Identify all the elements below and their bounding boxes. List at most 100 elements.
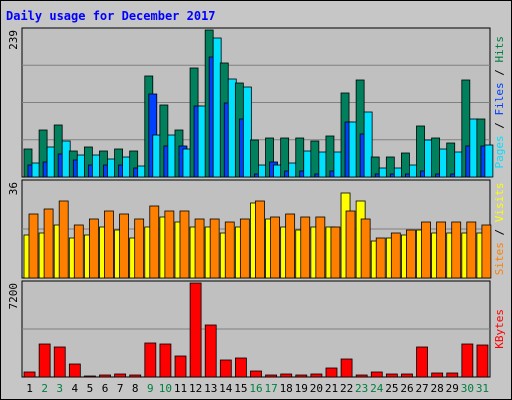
bar-sites-day-27 — [421, 221, 431, 279]
right-label-sites-visits: Sites / Visits — [493, 182, 506, 275]
bar-kbytes-day-30 — [461, 343, 474, 378]
right-label-pages-files-hits: Pages / Files / Hits — [493, 36, 506, 169]
bar-hits-day-27 — [416, 125, 425, 178]
x-tick-label: 27 — [415, 382, 428, 395]
bar-kbytes-day-18 — [280, 373, 293, 378]
x-tick-label: 30 — [461, 382, 474, 395]
bar-kbytes-day-1 — [23, 371, 36, 378]
bar-kbytes-day-9 — [144, 342, 157, 378]
bar-kbytes-day-3 — [53, 346, 66, 378]
max-label-kbytes: 7200 — [7, 283, 20, 310]
bar-sites-day-22 — [345, 210, 356, 279]
bar-sites-day-24 — [375, 237, 386, 279]
bar-sites-day-3 — [58, 200, 69, 279]
bar-sites-day-4 — [73, 224, 84, 279]
x-tick-label: 6 — [102, 382, 109, 395]
right-label-part: / — [493, 116, 506, 136]
x-tick-label: 9 — [147, 382, 154, 395]
right-label-part: Pages — [493, 135, 506, 168]
chart-title: Daily usage for December 2017 — [6, 9, 216, 23]
bar-kbytes-day-11 — [174, 355, 187, 378]
bar-sites-day-15 — [239, 218, 250, 279]
bar-sites-day-23 — [360, 218, 371, 279]
bar-kbytes-day-21 — [325, 367, 338, 378]
max-label-sites-visits: 36 — [7, 182, 20, 195]
bar-sites-day-9 — [149, 205, 160, 279]
max-label-pages-files-hits: 239 — [7, 30, 20, 50]
x-tick-label: 7 — [117, 382, 124, 395]
bar-kbytes-day-27 — [416, 346, 428, 378]
bar-sites-day-20 — [315, 216, 326, 279]
x-tick-label: 17 — [264, 382, 277, 395]
bar-sites-day-18 — [285, 213, 296, 279]
bar-sites-day-6 — [104, 210, 114, 279]
bar-kbytes-day-19 — [295, 374, 308, 378]
x-tick-label: 29 — [446, 382, 459, 395]
bar-pages-day-15 — [242, 86, 252, 178]
bar-kbytes-day-28 — [431, 372, 444, 378]
right-label-part: / — [493, 222, 506, 242]
bar-kbytes-day-31 — [476, 344, 489, 378]
bar-sites-day-21 — [330, 226, 341, 279]
bar-kbytes-day-23 — [355, 374, 368, 378]
right-label-part: / — [493, 63, 506, 83]
right-label-part: Files — [493, 82, 506, 115]
x-tick-label: 24 — [370, 382, 384, 395]
bar-sites-day-29 — [451, 221, 462, 279]
bar-hits-day-28 — [431, 137, 441, 178]
bar-kbytes-day-5 — [84, 375, 96, 378]
bar-kbytes-day-26 — [401, 373, 413, 378]
bar-kbytes-day-22 — [340, 358, 353, 378]
bar-hits-day-20 — [310, 140, 320, 178]
x-tick-label: 11 — [174, 382, 187, 395]
bar-sites-day-10 — [164, 210, 175, 279]
x-tick-label: 4 — [72, 382, 79, 395]
x-tick-label: 15 — [234, 382, 247, 395]
bar-sites-day-19 — [300, 216, 311, 279]
x-tick-label: 19 — [295, 382, 308, 395]
x-tick-label: 1 — [26, 382, 33, 395]
bar-hits-day-29 — [446, 142, 456, 178]
bar-sites-day-12 — [194, 218, 205, 279]
bar-kbytes-day-10 — [159, 343, 172, 378]
bar-sites-day-13 — [209, 218, 220, 279]
x-tick-label: 3 — [56, 382, 63, 395]
x-tick-label: 21 — [325, 382, 338, 395]
bar-kbytes-day-24 — [370, 371, 383, 378]
bar-kbytes-day-25 — [385, 373, 398, 378]
bar-kbytes-day-6 — [99, 374, 111, 378]
bar-kbytes-day-29 — [446, 372, 459, 378]
x-tick-label: 25 — [385, 382, 398, 395]
bar-sites-day-28 — [436, 221, 447, 279]
bar-sites-day-1 — [28, 213, 39, 279]
bar-sites-day-2 — [43, 208, 54, 279]
bar-sites-day-8 — [134, 218, 145, 279]
bar-kbytes-day-17 — [265, 374, 277, 378]
x-tick-label: 31 — [476, 382, 489, 395]
bar-kbytes-day-20 — [310, 373, 323, 378]
right-label-part: Hits — [493, 36, 506, 63]
bar-sites-day-11 — [179, 210, 190, 279]
bar-pages-day-23 — [363, 111, 373, 178]
x-tick-label: 26 — [400, 382, 413, 395]
right-label-part: KBytes — [493, 309, 506, 349]
bar-sites-day-7 — [119, 213, 129, 279]
bar-sites-day-5 — [88, 218, 99, 279]
x-tick-label: 16 — [249, 382, 262, 395]
bar-kbytes-day-12 — [189, 282, 202, 378]
x-tick-label: 2 — [41, 382, 48, 395]
x-tick-label: 20 — [310, 382, 323, 395]
bar-sites-day-26 — [406, 229, 416, 279]
x-tick-label: 22 — [340, 382, 353, 395]
bar-kbytes-day-2 — [38, 343, 51, 378]
bar-sites-day-17 — [270, 216, 280, 279]
bar-sites-day-25 — [390, 232, 401, 279]
bar-sites-day-16 — [255, 200, 265, 279]
right-label-part: Sites — [493, 242, 506, 275]
bar-sites-day-14 — [224, 221, 235, 279]
right-label-part: Visits — [493, 182, 506, 222]
bar-kbytes-day-7 — [114, 373, 127, 378]
bar-sites-day-31 — [481, 224, 492, 279]
bar-kbytes-day-16 — [250, 370, 262, 378]
